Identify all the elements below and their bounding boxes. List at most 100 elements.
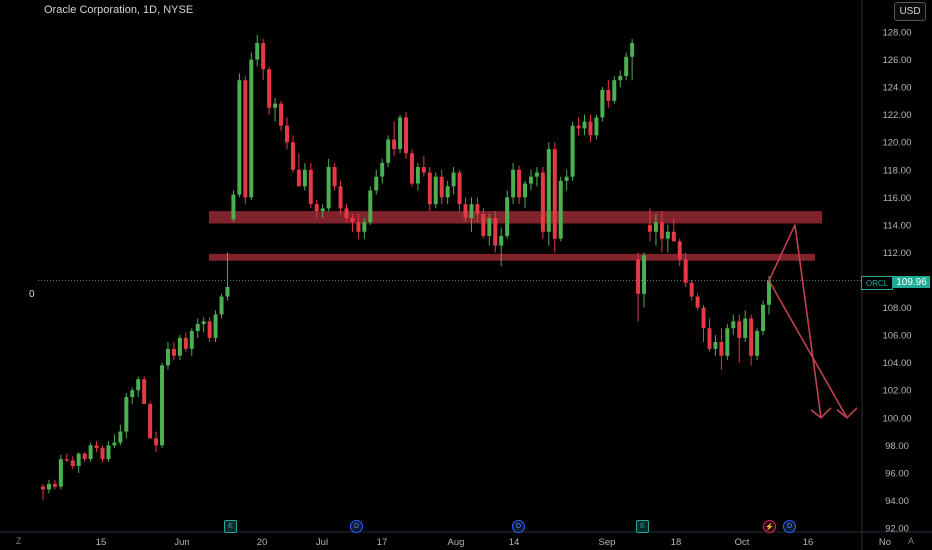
y-tick-label: 98.00 [885,441,909,452]
candle-body [279,103,284,126]
candle-body [207,321,212,338]
candle-body [576,125,581,129]
x-tick-label: Jun [174,537,189,548]
y-tick-label: 128.00 [882,28,911,39]
last-price-tag: 109.96 [893,276,930,288]
y-tick-label: 100.00 [882,413,911,424]
candle-body [493,218,498,246]
y-tick-label: 112.00 [883,248,911,259]
candle-body [58,459,63,487]
candle-body [94,445,99,449]
candle-body [338,186,343,209]
candle-body [642,255,647,294]
projection-arrow [768,280,848,419]
dividend-icon[interactable]: D [512,520,525,533]
candle-body [374,176,379,191]
candle-body [171,348,176,356]
candle-body [689,282,694,297]
candle-body [677,241,682,260]
earnings-icon[interactable]: E [224,520,237,533]
candle-body [594,117,599,136]
candle-body [475,204,480,214]
y-tick-label: 122.00 [882,110,911,121]
candle-body [46,483,51,490]
candle-body [552,149,557,239]
x-tick-label: 18 [671,537,682,548]
currency-button[interactable]: USD [894,2,926,21]
candle-body [177,337,182,356]
ticker-tag: ORCL [861,276,893,290]
candle-body [386,139,391,163]
candle-body [463,204,468,218]
y-tick-label: 102.00 [882,386,911,397]
dividend-icon[interactable]: D [783,520,796,533]
candle-body [183,337,188,349]
x-tick-label: 17 [377,537,388,548]
candle-body [421,167,426,173]
candle-body [249,59,254,198]
candle-body [52,483,57,487]
candle-body [106,445,111,460]
chart-title: Oracle Corporation, 1D, NYSE [44,4,194,16]
candle-body [231,194,236,220]
candle-body [451,172,456,187]
candle-body [612,80,617,101]
candle-body [237,80,242,195]
split-icon[interactable]: ⚡ [763,520,776,533]
candle-body [528,176,533,184]
candle-body [517,169,522,198]
arrow-head [836,407,858,419]
y-tick-label: 104.00 [882,358,911,369]
candle-body [570,125,575,177]
auto-scale-button[interactable]: A [908,536,915,546]
candle-body [76,453,81,466]
candle-body [160,365,165,446]
projection-arrow [768,224,822,418]
candle-body [767,280,771,305]
y-tick-label: 96.00 [885,468,909,479]
candle-body [267,69,272,108]
candle-body [314,204,319,212]
earnings-icon[interactable]: E [636,520,649,533]
candle-body [255,43,260,60]
candle-body [213,314,218,338]
y-tick-label: 108.00 [882,303,911,314]
candle-body [392,139,397,150]
resistance-zone [209,211,822,224]
candle-body [296,169,301,187]
candle-body [302,169,307,187]
candle-body [499,235,504,246]
candle-body [201,321,206,325]
candle-body [284,125,289,143]
timezone-button[interactable]: Z [16,536,22,546]
candle-body [404,117,408,154]
candle-body [683,259,688,283]
y-tick-label: 94.00 [885,496,909,507]
candle-body [261,43,266,70]
candle-body [142,379,147,404]
candle-body [481,213,486,236]
dividend-icon[interactable]: D [350,520,363,533]
candle-body [433,176,438,205]
candle-body [737,321,742,338]
candle-body [701,307,706,329]
candle-body [165,348,170,366]
candle-body [225,286,230,297]
candle-body [457,172,462,205]
y-tick-label: 118.00 [883,165,911,176]
candle-body [189,330,194,349]
candle-body [636,259,641,294]
x-tick-label: 14 [509,537,520,548]
candle-body [326,167,331,209]
candle-body [154,438,159,446]
candle-body [618,76,623,81]
candle-body [487,218,492,236]
candle-body [290,142,295,170]
candle-body [665,231,670,239]
y-tick-label: 126.00 [882,55,911,66]
candle-body [671,231,676,242]
candle-body [540,172,545,232]
candle-body [719,342,724,356]
candle-body [445,186,450,198]
